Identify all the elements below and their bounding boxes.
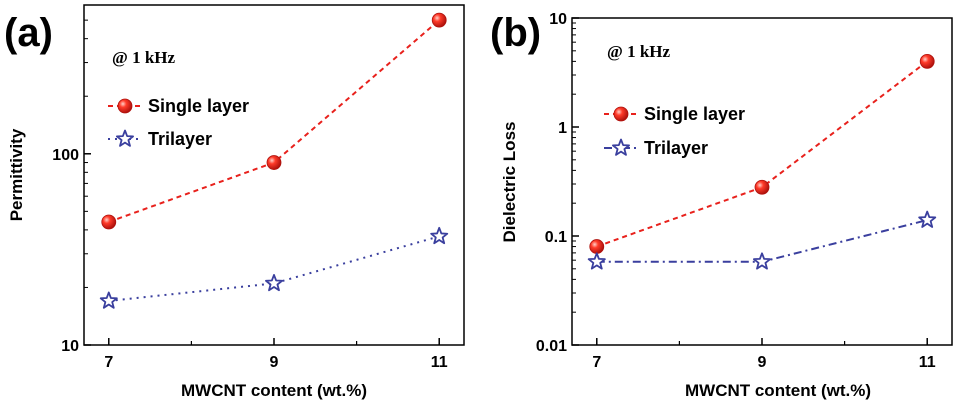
x-tick-label: 11 bbox=[919, 354, 936, 371]
legend-marker bbox=[117, 98, 133, 114]
legend-label: Trilayer bbox=[644, 138, 708, 158]
legend-marker bbox=[612, 138, 630, 156]
axis-ticks: 7 9 11 0.01 0.1 1 10 bbox=[536, 11, 936, 371]
data-point bbox=[587, 252, 606, 270]
legend-marker bbox=[116, 129, 134, 147]
x-tick-label: 7 bbox=[592, 354, 601, 371]
x-axis-title: MWCNT content (wt.%) bbox=[685, 381, 871, 400]
legend-label: Single layer bbox=[148, 96, 249, 116]
frequency-annotation: @ 1 kHz bbox=[112, 48, 175, 67]
series-layer bbox=[99, 12, 449, 309]
axis-ticks: 7 9 11 10 100 bbox=[52, 19, 448, 371]
data-point bbox=[919, 53, 935, 69]
data-point bbox=[754, 179, 770, 195]
panel-label: (b) bbox=[490, 11, 541, 55]
panel-b: (b) @ 1 kHz Dielectric Loss MWCNT conten… bbox=[490, 11, 953, 400]
data-point bbox=[589, 239, 605, 254]
x-tick-label: 7 bbox=[104, 354, 113, 371]
y-tick-label: 100 bbox=[52, 147, 79, 164]
y-tick-label: 0.1 bbox=[545, 229, 567, 246]
x-tick-label: 9 bbox=[758, 354, 767, 371]
panel-label: (a) bbox=[4, 11, 53, 55]
series-layer bbox=[587, 53, 937, 270]
y-axis-title: Dielectric Loss bbox=[500, 122, 519, 243]
y-tick-label: 10 bbox=[549, 11, 567, 28]
data-point bbox=[753, 252, 771, 270]
data-point bbox=[431, 12, 447, 28]
legend: Single layer Trilayer bbox=[604, 104, 745, 158]
data-point bbox=[918, 210, 937, 228]
legend-label: Single layer bbox=[644, 104, 745, 124]
data-point bbox=[265, 273, 283, 292]
y-tick-label: 0.01 bbox=[536, 338, 567, 355]
x-tick-label: 9 bbox=[270, 354, 279, 371]
y-tick-label: 10 bbox=[61, 338, 79, 355]
series-line bbox=[108, 235, 440, 302]
legend: Single layer Trilayer bbox=[108, 96, 249, 149]
data-point bbox=[99, 291, 118, 309]
data-point bbox=[266, 155, 282, 170]
legend-label: Trilayer bbox=[148, 129, 212, 149]
panel-a: (a) @ 1 kHz Permittivity MWCNT content (… bbox=[4, 4, 465, 400]
data-point bbox=[430, 226, 449, 245]
frequency-annotation: @ 1 kHz bbox=[607, 42, 670, 61]
x-tick-label: 11 bbox=[431, 354, 448, 371]
data-point bbox=[101, 214, 117, 230]
y-axis-title: Permittivity bbox=[7, 128, 26, 221]
legend-marker bbox=[613, 106, 629, 122]
y-tick-label: 1 bbox=[558, 120, 567, 137]
x-axis-title: MWCNT content (wt.%) bbox=[181, 381, 367, 400]
